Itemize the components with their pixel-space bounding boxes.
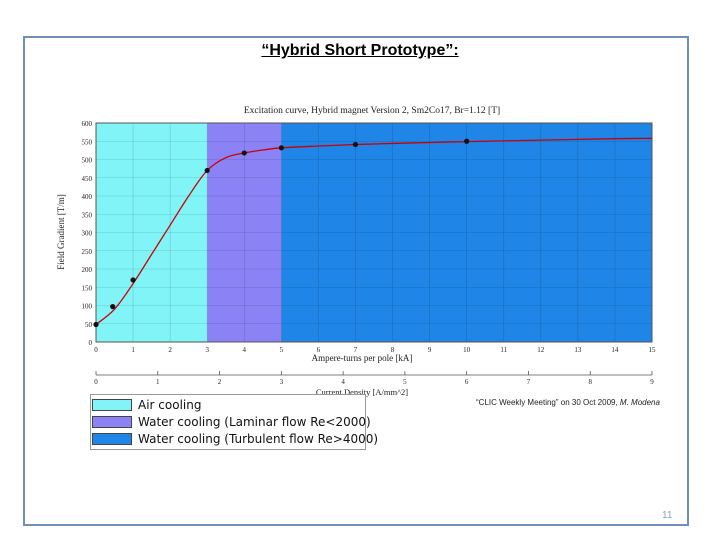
legend-box: [90, 394, 366, 450]
slide-title: “Hybrid Short Prototype”:: [261, 42, 459, 59]
x-tick-label: 6: [317, 346, 321, 354]
secondary-axis: 0 1 2 3 4 5 6 7 8 9: [94, 371, 654, 386]
legend-item-turbulent: Water cooling (Turbulent flow Re>4000): [92, 430, 378, 447]
y-tick-label: 600: [82, 120, 93, 128]
x-tick-label: 8: [391, 346, 395, 354]
y-tick-label: 400: [82, 193, 93, 201]
data-point: [130, 277, 136, 283]
legend: Air cooling Water cooling (Laminar flow …: [92, 396, 378, 447]
legend-label-laminar: Water cooling (Laminar flow Re<2000): [138, 414, 371, 429]
x-tick-label: 7: [354, 346, 358, 354]
y-tick-label: 550: [82, 138, 93, 146]
x-tick-label: 10: [463, 346, 471, 354]
x-tick-label: 9: [428, 346, 432, 354]
secondary-x-tick-label: 0: [94, 378, 98, 386]
x-tick-label: 0: [94, 346, 98, 354]
legend-swatch-air: [92, 398, 132, 411]
excitation-curve: [95, 137, 653, 325]
data-point: [204, 167, 210, 174]
x-tick-label: 15: [649, 346, 657, 354]
secondary-x-tick-label: 4: [341, 378, 345, 386]
footnote: “CLIC Weekly Meeting” on 30 Oct 2009, M.…: [476, 398, 660, 407]
cooling-region-2: [281, 123, 652, 342]
secondary-x-tick-label: 5: [403, 378, 407, 386]
x-axis-label: Ampere-turns per pole [kA]: [312, 353, 413, 363]
cooling-regions: [96, 123, 652, 342]
y-tick-label: 250: [82, 248, 93, 256]
x-tick-label: 1: [131, 346, 135, 354]
y-axis-label: Field Gradient [T/m]: [56, 194, 66, 269]
y-tick-label: 300: [82, 230, 93, 238]
data-point: [93, 321, 99, 328]
footnote-text: “CLIC Weekly Meeting” on 30 Oct 2009,: [476, 398, 620, 407]
chart-title: Excitation curve, Hybrid magnet Version …: [244, 106, 500, 116]
legend-label-air: Air cooling: [138, 397, 202, 412]
data-point: [241, 150, 247, 156]
y-tick-label: 0: [89, 339, 93, 347]
y-tick-label: 200: [82, 266, 93, 274]
x-tick-label: 4: [243, 346, 247, 354]
secondary-x-tick-label: 1: [156, 378, 160, 386]
legend-label-turbulent: Water cooling (Turbulent flow Re>4000): [138, 431, 379, 446]
data-point: [352, 141, 359, 148]
secondary-x-tick-label: 6: [465, 378, 469, 386]
page-number: 11: [662, 510, 673, 521]
x-tick-label: 3: [205, 346, 209, 354]
y-tick-label: 150: [82, 284, 93, 292]
secondary-x-axis-label: Current Density [A/mm^2]: [316, 387, 408, 397]
plot-frame: [95, 122, 653, 343]
secondary-x-tick-label: 9: [650, 378, 654, 386]
x-tick-label: 14: [611, 346, 619, 354]
x-tick-label: 11: [500, 346, 507, 354]
y-tick-label: 50: [85, 321, 93, 329]
y-tick-label: 350: [82, 211, 93, 219]
legend-swatch-laminar: [92, 415, 132, 428]
legend-item-air: Air cooling: [92, 396, 378, 413]
x-tick-labels: 0 1 2 3 4 5 6 7 8 9 10 11 12 13 14 15: [94, 346, 656, 354]
data-point: [464, 138, 470, 144]
secondary-x-tick-label: 3: [280, 378, 284, 386]
legend-item-laminar: Water cooling (Laminar flow Re<2000): [92, 413, 378, 430]
secondary-x-tick-label: 2: [218, 378, 222, 386]
footnote-author: M. Modena: [619, 398, 660, 407]
legend-swatch-turbulent: [92, 432, 132, 445]
y-tick-labels: 0 50 100 150 200 250 300 350 400 450 500 550 600: [82, 120, 93, 347]
y-tick-label: 500: [82, 157, 93, 165]
series-curve: [95, 137, 653, 325]
data-point: [110, 303, 116, 310]
data-markers: [93, 138, 470, 328]
x-tick-label: 2: [168, 346, 172, 354]
secondary-x-tick-label: 8: [588, 378, 592, 386]
x-tick-label: 13: [574, 346, 582, 354]
data-point: [278, 145, 284, 151]
x-tick-label: 12: [537, 346, 545, 354]
secondary-x-tick-label: 7: [527, 378, 531, 386]
y-tick-label: 100: [82, 303, 93, 311]
cooling-region-1: [207, 123, 282, 342]
x-tick-label: 5: [280, 346, 284, 354]
y-tick-label: 450: [82, 175, 93, 183]
